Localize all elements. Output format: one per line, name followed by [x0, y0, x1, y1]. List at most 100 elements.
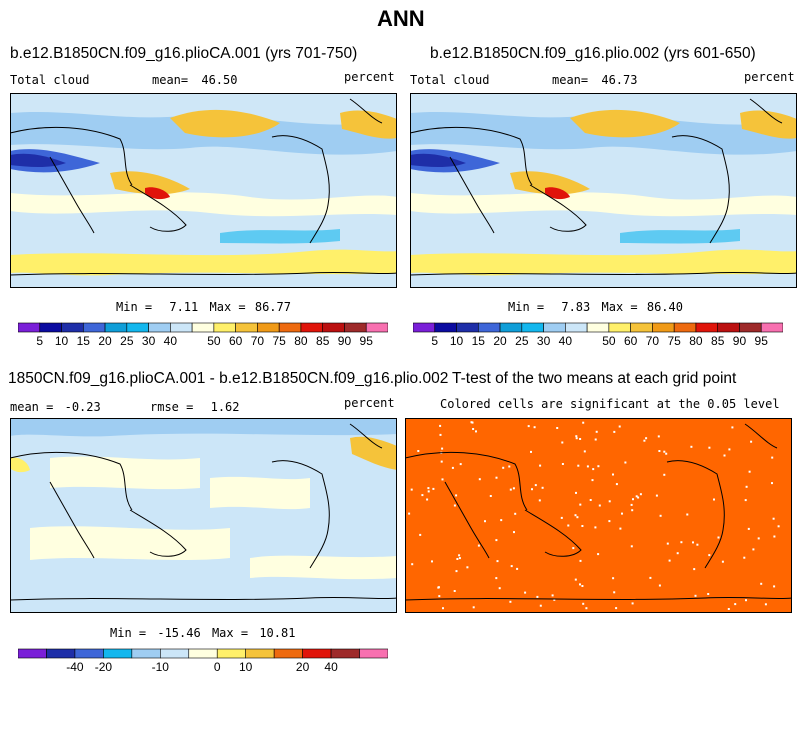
nonsignificant-cell	[655, 494, 658, 497]
nonsignificant-cell	[495, 476, 498, 479]
nonsignificant-cell	[727, 608, 730, 610]
nonsignificant-cell	[477, 544, 480, 547]
colorbar-tick-label: -10	[152, 660, 170, 674]
panel3-colorbar-svg: -40 -20 -10 0 10 20 40	[17, 648, 389, 674]
nonsignificant-cell	[561, 441, 564, 444]
colorbar-tick-label: 20	[296, 660, 310, 674]
colorbar-swatch	[543, 322, 566, 333]
colorbar-swatch	[104, 322, 128, 333]
nonsignificant-cell	[572, 547, 575, 550]
panel3-rmse-label: rmse =	[150, 400, 194, 414]
nonsignificant-cell	[579, 559, 582, 562]
panel3-rmse-value: 1.62	[210, 400, 240, 414]
panel2-map-svg	[409, 93, 798, 288]
colorbar-tick-label: 0	[214, 660, 221, 674]
colorbar-swatch	[74, 648, 104, 659]
nonsignificant-cell	[594, 438, 597, 441]
colorbar-swatch	[717, 322, 740, 333]
nonsignificant-cell	[471, 421, 474, 424]
nonsignificant-cell	[427, 490, 430, 493]
nonsignificant-cell	[455, 494, 458, 497]
nonsignificant-cell	[442, 607, 444, 610]
nonsignificant-cell	[748, 470, 751, 473]
nonsignificant-cell	[579, 503, 582, 506]
panel2-cloud-field	[410, 109, 797, 276]
colorbar-swatch	[273, 648, 303, 659]
nonsignificant-cell	[500, 519, 503, 522]
nonsignificant-cell	[582, 602, 585, 605]
nonsignificant-cell	[458, 554, 461, 557]
colorbar-tick-label: -40	[66, 660, 84, 674]
colorbar-swatch	[235, 322, 258, 333]
nonsignificant-cell	[575, 435, 578, 438]
nonsignificant-cell	[692, 541, 694, 544]
nonsignificant-cell	[752, 548, 755, 551]
nonsignificant-cell	[495, 577, 498, 580]
nonsignificant-cell	[574, 578, 577, 581]
nonsignificant-cell	[560, 516, 563, 519]
colorbar-swatch	[257, 322, 280, 333]
nonsignificant-cell	[536, 595, 539, 598]
nonsignificant-cell	[551, 594, 554, 597]
nonsignificant-cell	[514, 512, 517, 515]
nonsignificant-cell	[618, 425, 621, 428]
panel2-mean-label: mean=	[552, 73, 589, 87]
nonsignificant-cell	[421, 494, 424, 497]
panel1-mean: mean= 46.50	[152, 73, 237, 87]
nonsignificant-cell	[417, 450, 420, 452]
colorbar-swatch	[82, 322, 106, 333]
colorbar-swatch	[160, 648, 190, 659]
colorbar-tick-label: 5	[431, 334, 438, 348]
colorbar-tick-label: 10	[239, 660, 253, 674]
nonsignificant-cell	[410, 488, 413, 491]
nonsignificant-cell	[731, 426, 734, 429]
panel3-map	[9, 418, 398, 618]
colorbar-tick-label: 80	[294, 334, 308, 348]
nonsignificant-cell	[484, 520, 486, 523]
colorbar-tick-label: 50	[602, 334, 616, 348]
nonsignificant-cell	[556, 427, 559, 429]
panel3-mean-label: mean =	[10, 400, 54, 414]
nonsignificant-cell	[639, 493, 642, 496]
nonsignificant-cell	[723, 454, 726, 457]
nonsignificant-cell	[419, 533, 422, 536]
nonsignificant-cell	[475, 430, 477, 433]
nonsignificant-cell	[592, 468, 595, 471]
colorbar-tick-label: 25	[515, 334, 529, 348]
colorbar-tick-label: 85	[316, 334, 330, 348]
nonsignificant-cell	[441, 478, 444, 481]
nonsignificant-cell	[440, 460, 443, 463]
colorbar-swatch	[477, 322, 501, 333]
nonsignificant-cell	[657, 435, 660, 438]
figure-title: ANN	[377, 6, 425, 31]
panel2-map	[409, 93, 798, 293]
panel2-colorbar: 5 10 15 20 25 30 40 50 60 70 75 80 85 90 95	[412, 322, 784, 353]
nonsignificant-cell	[508, 465, 511, 468]
colorbar-swatch	[521, 322, 544, 333]
nonsignificant-cell	[772, 517, 775, 520]
nonsignificant-cell	[574, 514, 577, 517]
panel1-cloud-field	[10, 109, 397, 276]
panel3-rmse: rmse = 1.62	[150, 400, 240, 414]
nonsignificant-cell	[773, 585, 776, 588]
colorbar-swatch	[39, 322, 62, 333]
panel2-variable: Total cloud	[410, 73, 490, 87]
nonsignificant-cell	[534, 484, 537, 487]
nonsignificant-cell	[577, 464, 580, 467]
panel2-min-label: Min =	[508, 300, 545, 314]
panel1-min-value: 7.11	[169, 300, 199, 314]
panel3-mean: mean = -0.23	[10, 400, 101, 414]
nonsignificant-cell	[613, 591, 616, 594]
panel4-coastlines	[404, 423, 793, 601]
nonsignificant-cell	[612, 577, 615, 580]
panel3-max-label: Max =	[211, 626, 249, 640]
nonsignificant-cell	[453, 504, 456, 507]
colorbar-swatch	[17, 648, 47, 659]
colorbar-tick-label: 40	[164, 334, 178, 348]
panel2-title: b.e12.B1850CN.f09_g16.plio.002 (yrs 601-…	[430, 45, 756, 62]
nonsignificant-cell	[427, 487, 430, 490]
colorbar-swatch	[216, 648, 246, 659]
nonsignificant-cell	[594, 526, 597, 529]
nonsignificant-cell	[631, 509, 634, 512]
nonsignificant-cell	[498, 587, 501, 590]
